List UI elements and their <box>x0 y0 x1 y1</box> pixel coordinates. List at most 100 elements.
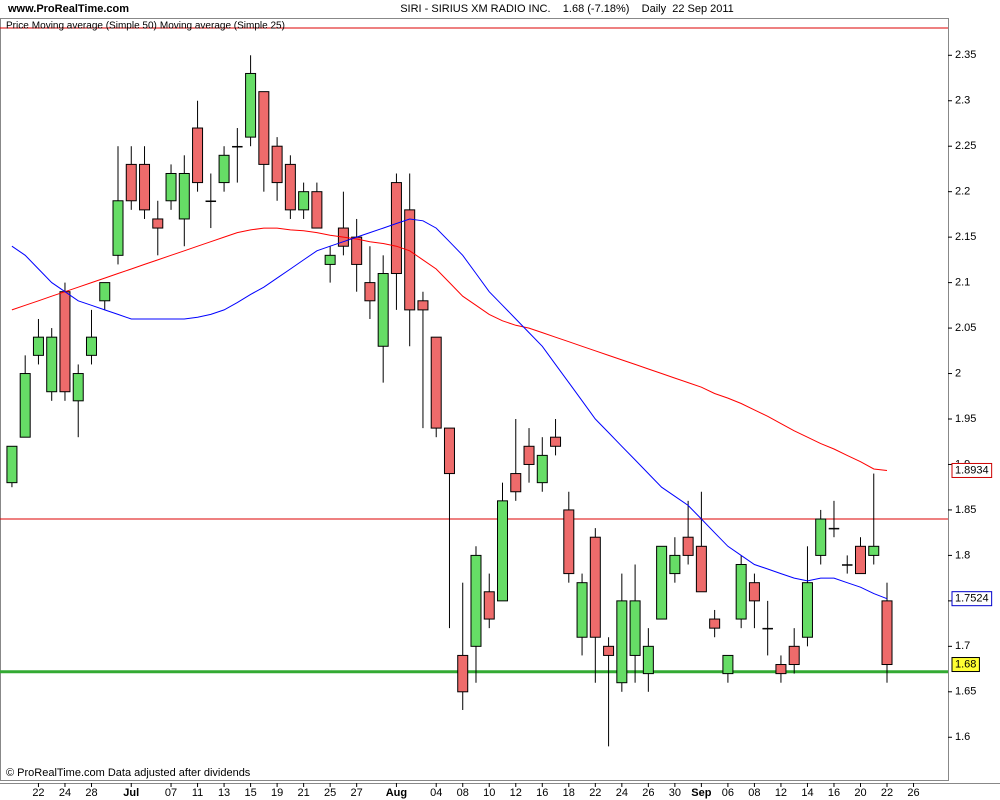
y-tick-label: 2.25 <box>955 140 976 152</box>
candle-body <box>430 336 442 429</box>
candle-body <box>735 563 747 620</box>
x-tick-label: 10 <box>483 787 495 799</box>
y-tick-label: 1.65 <box>955 686 976 698</box>
footer: © ProRealTime.com Data adjusted after di… <box>6 767 251 779</box>
candle-body <box>245 72 257 138</box>
price-marker-label: 1.68 <box>955 658 976 670</box>
y-tick-label: 2 <box>955 367 961 379</box>
candle-body <box>152 218 164 229</box>
candle-body <box>19 373 31 438</box>
candle-body <box>232 145 243 148</box>
candle-body <box>139 163 151 211</box>
x-tick-label: 18 <box>563 787 575 799</box>
candle-body <box>72 373 84 402</box>
candle-body <box>775 664 787 675</box>
price-marker: 1.68 <box>951 657 980 673</box>
candle-body <box>284 163 296 211</box>
x-tick-label: Jul <box>123 787 139 799</box>
candle-body <box>523 445 535 465</box>
legend-entry: Moving average (Simple 25) <box>160 21 285 32</box>
candle-body <box>364 282 376 302</box>
candle-body <box>351 236 363 265</box>
candle-body <box>589 536 601 638</box>
candle-body <box>616 600 628 684</box>
y-tick-label: 2.15 <box>955 231 976 243</box>
x-tick-label: Aug <box>386 787 407 799</box>
x-tick-label: 22 <box>32 787 44 799</box>
x-tick-label: 08 <box>457 787 469 799</box>
candle-body <box>483 591 495 620</box>
x-tick-label: 25 <box>324 787 336 799</box>
x-tick-label: 15 <box>244 787 256 799</box>
x-tick-label: 30 <box>669 787 681 799</box>
candle-body <box>324 254 336 265</box>
candle-body <box>470 554 482 647</box>
x-tick-label: 14 <box>801 787 813 799</box>
candle-body <box>881 600 893 666</box>
y-tick-label: 1.85 <box>955 504 976 516</box>
candle-body <box>46 336 58 393</box>
candle-body <box>390 182 402 275</box>
y-tick-label: 2.3 <box>955 95 970 107</box>
candle-body <box>59 291 71 393</box>
plot-frame <box>0 18 949 781</box>
x-tick-label: 16 <box>828 787 840 799</box>
candle-body <box>218 154 230 184</box>
x-tick-label: 13 <box>218 787 230 799</box>
x-tick-label: 26 <box>642 787 654 799</box>
y-tick-label: 1.95 <box>955 413 976 425</box>
moving-average-line <box>11 218 888 600</box>
candle-body <box>841 564 853 566</box>
price-marker-box <box>951 657 980 673</box>
price-marker-label: 1.8934 <box>955 464 989 476</box>
candle-body <box>536 454 548 484</box>
x-tick-label: 26 <box>907 787 919 799</box>
x-tick-label: 04 <box>430 787 442 799</box>
candle-body <box>748 582 760 602</box>
x-tick-label: 28 <box>85 787 97 799</box>
candle-body <box>563 509 575 575</box>
candle-body <box>868 545 880 556</box>
price-marker-label: 1.7524 <box>955 593 989 605</box>
candle-body <box>258 91 270 165</box>
x-tick-label: 21 <box>298 787 310 799</box>
price-marker: 1.7524 <box>951 591 993 607</box>
candle-body <box>801 582 813 638</box>
y-tick-label: 1.8 <box>955 549 970 561</box>
candle-body <box>417 300 429 311</box>
price-marker-box <box>951 591 993 607</box>
candle-body <box>443 427 455 475</box>
candle-body <box>815 518 827 556</box>
x-tick-label: 24 <box>59 787 71 799</box>
candle-body <box>6 445 18 484</box>
candle-body <box>85 336 97 356</box>
candle-body <box>788 645 800 666</box>
candle-body <box>762 627 773 630</box>
legend-entry: Moving average (Simple 50) <box>32 21 157 32</box>
moving-average-line <box>11 227 888 471</box>
candle-body <box>854 545 866 575</box>
x-tick-label: Sep <box>691 787 711 799</box>
candle-body <box>271 145 283 184</box>
x-tick-label: 06 <box>722 787 734 799</box>
candle-body <box>404 209 416 311</box>
candle-body <box>576 582 588 638</box>
x-tick-label: 12 <box>510 787 522 799</box>
candle-body <box>311 191 323 229</box>
x-tick-label: 22 <box>589 787 601 799</box>
y-tick-label: 2.05 <box>955 322 976 334</box>
candle-body <box>32 336 44 356</box>
candle-body <box>682 536 694 556</box>
candle-body <box>828 527 840 530</box>
candle-body <box>510 473 522 493</box>
candle-body <box>178 172 190 220</box>
candle-body <box>709 618 721 629</box>
y-tick-label: 2.35 <box>955 49 976 61</box>
x-tick-label: 27 <box>351 787 363 799</box>
candle-body <box>629 600 641 656</box>
candle-body <box>165 172 177 202</box>
candle-body <box>377 273 389 347</box>
candle-body <box>112 200 124 256</box>
legend-entry: Price <box>6 21 29 32</box>
